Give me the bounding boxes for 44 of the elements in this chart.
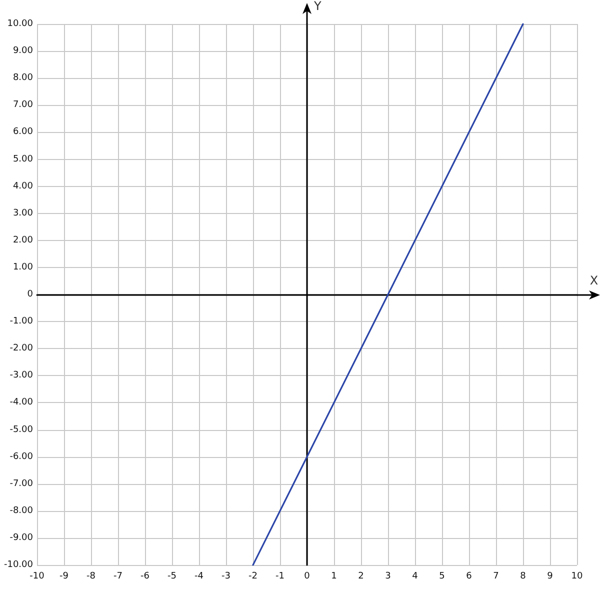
y-axis-title: Y [313, 0, 322, 13]
y-tick-label: 2.00 [12, 235, 34, 246]
x-tick-label: 4 [412, 572, 418, 582]
y-tick-label: -1.00 [10, 316, 34, 327]
y-tick-label: 4.00 [12, 181, 34, 192]
y-tick-label: 1.00 [12, 262, 34, 272]
x-tick-label: -4 [194, 572, 204, 582]
y-tick-label: -9.00 [10, 532, 34, 543]
x-tick-label: -6 [140, 572, 150, 582]
y-tick-label: -6.00 [10, 452, 34, 462]
y-tick-label: 10.00 [7, 19, 34, 29]
y-tick-label: -4.00 [10, 398, 34, 408]
y-tick-label: 9.00 [12, 46, 34, 56]
x-tick-label: 1 [331, 572, 337, 582]
x-tick-label: 0 [304, 572, 310, 582]
x-tick-label: 10 [571, 572, 583, 582]
x-tick-label: 6 [466, 572, 472, 582]
y-tick-label: -3.00 [10, 370, 34, 381]
x-tick-label: 2 [358, 572, 364, 582]
x-tick-label: 7 [493, 572, 499, 582]
x-tick-label: 3 [385, 572, 391, 582]
x-tick-label: 8 [520, 572, 526, 582]
y-tick-label: -8.00 [10, 506, 34, 516]
x-tick-label: -5 [168, 572, 176, 582]
y-tick-label: -10.00 [4, 560, 34, 570]
y-tick-label: 8.00 [12, 73, 34, 84]
y-tick-label: -7.00 [10, 478, 34, 489]
y-tick-label: 7.00 [12, 100, 34, 110]
x-tick-label: -10 [30, 572, 45, 582]
y-tick-label: -5.00 [10, 424, 34, 435]
y-tick-label: -2.00 [10, 344, 34, 354]
x-tick-label: -1 [276, 572, 284, 582]
x-tick-label: 9 [547, 572, 554, 582]
x-axis-title: X [590, 274, 598, 288]
y-tick-label: 5.00 [12, 154, 34, 164]
x-tick-label: -7 [114, 572, 122, 582]
x-tick-label: -8 [86, 572, 96, 582]
x-tick-label: -3 [222, 572, 230, 582]
x-tick-label: -2 [248, 572, 258, 582]
x-tick-label: -9 [60, 572, 69, 582]
y-tick-label: 3.00 [12, 208, 34, 218]
x-tick-label: 5 [439, 572, 445, 582]
y-tick-label: 6.00 [12, 127, 34, 138]
y-tick-label: 0 [27, 290, 34, 300]
